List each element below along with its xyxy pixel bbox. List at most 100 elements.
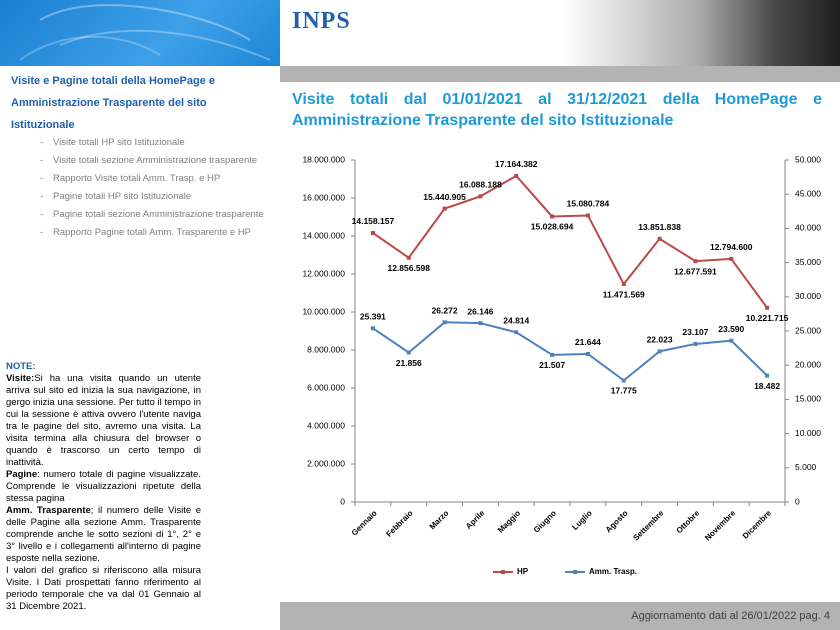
x-tick-label: Dicembre (741, 508, 774, 541)
note-text: Si ha una visita quando un utente arriva… (6, 373, 201, 468)
notes-heading: NOTE: (6, 361, 36, 372)
legend-marker (501, 570, 505, 574)
value-label: 23.107 (682, 327, 708, 337)
point-marker (729, 256, 734, 261)
y2-tick-label: 10.000 (795, 428, 821, 438)
sidebar-item: Rapporto Visite totali Amm. Trasp. e HP (40, 170, 270, 188)
x-tick-label: Giugno (532, 508, 558, 534)
point-marker (478, 194, 483, 199)
note-paragraph: I valori del grafico si riferiscono alla… (6, 565, 201, 613)
point-marker (693, 341, 698, 346)
y-tick-label: 18.000.000 (302, 154, 345, 164)
value-label: 11.471.569 (603, 289, 645, 299)
note-paragraph: Amm. Trasparente; il numero delle Visite… (6, 505, 201, 565)
point-marker (657, 349, 662, 354)
legend-label: Amm. Trasp. (589, 567, 637, 576)
value-label: 25.391 (360, 312, 386, 322)
note-term: Amm. Trasparente (6, 505, 91, 516)
value-label: 21.856 (396, 358, 422, 368)
value-label: 12.794.600 (710, 242, 753, 252)
x-tick-label: Settembre (631, 508, 665, 542)
sidebar-item: Pagine totali HP sito Istituzionale (40, 188, 270, 206)
x-tick-label: Gennaio (350, 508, 379, 537)
point-marker (765, 305, 770, 310)
note-text: ; il numero delle Visite e delle Pagine … (6, 505, 201, 564)
point-marker (729, 338, 734, 343)
x-tick-label: Febbraio (384, 508, 414, 538)
value-label: 12.677.591 (674, 266, 717, 276)
y2-tick-label: 25.000 (795, 325, 821, 335)
y-tick-label: 8.000.000 (307, 344, 345, 354)
x-tick-label: Marzo (428, 508, 451, 531)
y2-tick-label: 45.000 (795, 188, 821, 198)
y2-tick-label: 30.000 (795, 291, 821, 301)
chart: 0 2.000.000 4.000.000 6.000.000 8.000.000 10.… (302, 154, 821, 576)
y2-tick-label: 40.000 (795, 223, 821, 233)
y2-tick-label: 5.000 (795, 462, 817, 472)
sidebar-item: Pagine totali sezione Amministrazione tr… (40, 206, 270, 224)
y2-tick-label: 20.000 (795, 359, 821, 369)
point-marker (550, 352, 555, 357)
note-text: I valori del grafico si riferiscono alla… (6, 565, 201, 612)
value-label: 14.158.157 (352, 216, 395, 226)
logo: INPS (292, 8, 351, 34)
point-marker (514, 173, 519, 178)
point-marker (585, 351, 590, 356)
y2-tick-label: 15.000 (795, 394, 821, 404)
value-label: 17.164.382 (495, 159, 538, 169)
value-label: 21.507 (539, 360, 565, 370)
x-tick-label: Maggio (496, 508, 522, 534)
x-tick-label: Agosto (604, 508, 630, 534)
note-paragraph: Pagine: numero totale di pagine visualiz… (6, 469, 201, 505)
value-label: 10.221.715 (746, 313, 789, 323)
value-label: 13.851.838 (638, 222, 681, 232)
y2-tick-label: 0 (795, 496, 800, 506)
note-text: : numero totale di pagine visualizzate. … (6, 469, 201, 504)
series-line (372, 174, 768, 309)
legend-marker (573, 570, 577, 574)
y-tick-label: 4.000.000 (307, 420, 345, 430)
y-tick-label: 2.000.000 (307, 458, 345, 468)
point-marker (406, 350, 411, 355)
y-tick-label: 16.000.000 (302, 192, 345, 202)
point-marker (442, 206, 447, 211)
footer-bar (280, 602, 840, 630)
note-term: Visite: (6, 373, 35, 384)
value-label: 22.023 (647, 335, 673, 345)
note-term: Pagine (6, 469, 38, 480)
x-tick-label: Luglio (570, 508, 593, 531)
legend-label: HP (517, 567, 529, 576)
point-marker (514, 330, 519, 335)
point-marker (478, 321, 483, 326)
point-marker (657, 236, 662, 241)
x-tick-label: Ottobre (675, 508, 702, 535)
notes: NOTE: Visite:Si ha una visita quando un … (6, 361, 201, 613)
point-marker (442, 320, 447, 325)
y-tick-label: 14.000.000 (302, 230, 345, 240)
value-label: 23.590 (718, 324, 744, 334)
point-marker (406, 255, 411, 260)
value-label: 26.272 (432, 306, 458, 316)
x-tick-label: Novembre (703, 508, 737, 542)
sidebar-item: Visite totali sezione Amministrazione tr… (40, 152, 270, 170)
y2-tick-label: 50.000 (795, 154, 821, 164)
series-line (372, 321, 768, 382)
y2-tick-label: 35.000 (795, 257, 821, 267)
point-marker (370, 230, 375, 235)
banner (0, 0, 280, 66)
point-marker (693, 259, 698, 264)
value-label: 21.644 (575, 337, 601, 347)
point-marker (585, 213, 590, 218)
value-label: 12.856.598 (387, 263, 430, 273)
footer-text: Aggiornamento dati al 26/01/2022 pag. 4 (631, 610, 830, 622)
y-tick-label: 0 (340, 496, 345, 506)
point-marker (765, 373, 770, 378)
header-photo (280, 0, 840, 66)
point-marker (550, 214, 555, 219)
value-label: 24.814 (503, 316, 529, 326)
sidebar-item: Rapporto Pagine totali Amm. Trasparente … (40, 224, 270, 242)
point-marker (370, 326, 375, 331)
x-tick-label: Aprile (464, 508, 487, 531)
y-tick-label: 12.000.000 (302, 268, 345, 278)
